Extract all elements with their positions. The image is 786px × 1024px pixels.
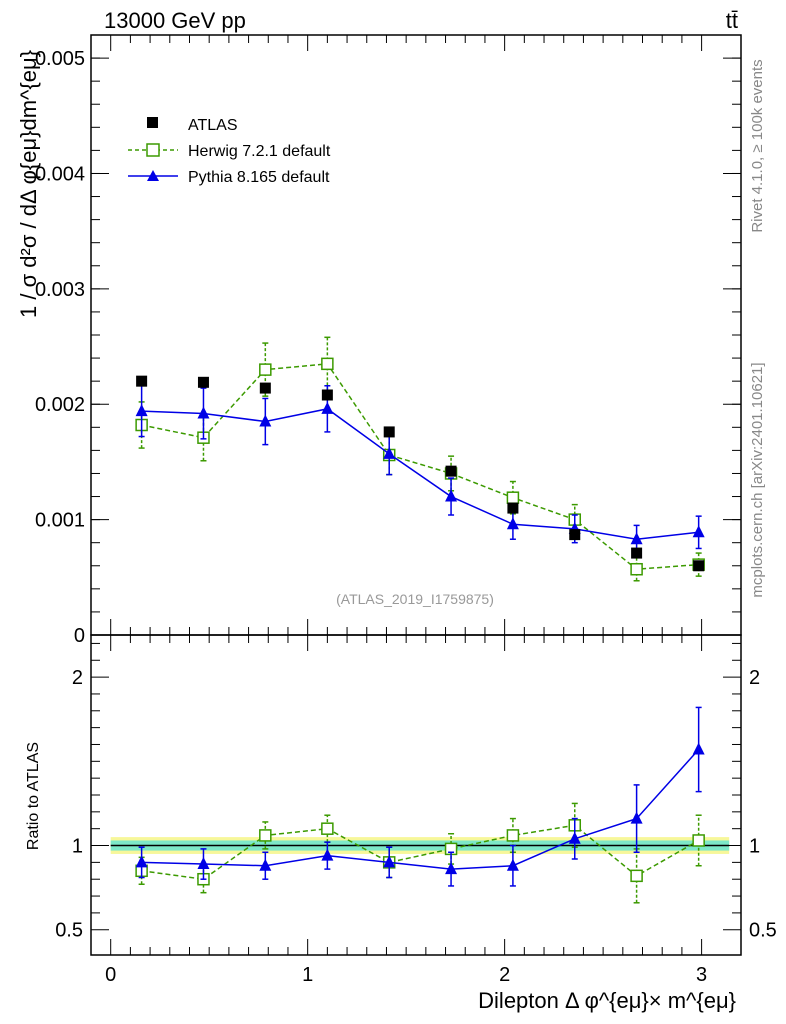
ratio-pythia-point [135, 855, 148, 868]
pythia-point [630, 532, 643, 545]
pythia-line [141, 408, 699, 540]
ratio-ytick-label: 0.5 [55, 920, 83, 942]
ratio-herwig-point [630, 869, 643, 883]
pythia-point [445, 489, 458, 502]
legend-pythia-marker [147, 170, 159, 181]
herwig-line [141, 363, 699, 571]
ratio-pythia-point [321, 848, 334, 861]
atlas-point [197, 376, 209, 388]
ratio-herwig-line [141, 824, 700, 880]
ratio-ytick-label-right: 2 [749, 667, 760, 689]
main-ytick-label: 0.004 [35, 163, 85, 185]
ratio-panel: 0.5 0.5 1 1 2 2 0 1 2 3 [55, 634, 777, 986]
atlas-point [631, 547, 643, 559]
ratio-xlabel: Dilepton Δ φ^{eμ}× m^{eμ} [478, 988, 736, 1013]
energy-label: 13000 GeV pp [104, 8, 246, 33]
ratio-frame [90, 634, 742, 956]
rivet-label: Rivet 4.1.0, ≥ 100k events [749, 59, 766, 232]
ratio-herwig-point [321, 822, 334, 835]
ratio-xtick-label: 2 [499, 964, 510, 986]
main-panel: 0 0.001 0.002 0.003 0.004 0.005 [35, 34, 742, 647]
ratio-ytick-label: 1 [72, 836, 83, 858]
ratio-ytick-label-right: 0.5 [749, 920, 777, 942]
ratio-pythia-point [506, 858, 519, 871]
ratio-herwig-point [506, 829, 520, 842]
herwig-point [506, 491, 520, 504]
analysis-label: (ATLAS_2019_I1759875) [336, 591, 494, 607]
atlas-point [445, 465, 457, 477]
legend-pythia-label: Pythia 8.165 default [188, 169, 330, 186]
ratio-xtick-label: 0 [105, 964, 116, 986]
ratio-pythia-point [197, 857, 210, 870]
legend-herwig-label: Herwig 7.2.1 default [188, 143, 331, 160]
pythia-point [506, 517, 519, 530]
pythia-point [383, 446, 396, 459]
pythia-point [197, 406, 210, 419]
ratio-pythia-line [141, 749, 700, 870]
legend-herwig-marker [146, 143, 160, 157]
legend-atlas-marker [147, 117, 158, 128]
ratio-pythia-point [568, 831, 581, 844]
ratio-herwig-point [692, 834, 705, 847]
atlas-point [383, 426, 395, 438]
ratio-pythia-point [383, 855, 396, 868]
atlas-point [693, 560, 705, 572]
pythia-point [692, 525, 705, 538]
atlas-point [507, 502, 519, 514]
legend-atlas-label: ATLAS [188, 117, 238, 134]
herwig-point [259, 363, 272, 376]
main-ytick-label: 0.002 [35, 394, 85, 416]
site-label: mcplots.cern.ch [arXiv:2401.10621] [749, 362, 766, 597]
process-label: tt̄ [726, 8, 738, 33]
main-ylabel: 1 / σ d²σ / dΔ φ{eμ}dm^{eμ} [16, 50, 41, 318]
main-ytick-label: 0.003 [35, 279, 85, 301]
atlas-point [136, 375, 148, 387]
ratio-xtick-label: 3 [696, 964, 707, 986]
atlas-point [259, 382, 271, 394]
main-ytick-label: 0.001 [35, 510, 85, 532]
ratio-ylabel: Ratio to ATLAS [25, 742, 42, 850]
pythia-point [135, 404, 148, 417]
pythia-point [321, 401, 334, 414]
ratio-ytick-label-right: 1 [749, 836, 760, 858]
pythia-point [259, 414, 272, 427]
ratio-xtick-label: 1 [302, 964, 313, 986]
ratio-pythia-point [630, 811, 643, 824]
ratio-pythia-point [445, 862, 458, 875]
herwig-point [630, 562, 643, 576]
ratio-herwig-point [259, 829, 272, 842]
ratio-pythia-point [692, 742, 705, 755]
atlas-point [569, 529, 581, 541]
atlas-point [321, 389, 333, 401]
herwig-point [321, 357, 334, 371]
ratio-pythia-point [259, 858, 272, 871]
legend: ATLAS Herwig 7.2.1 default Pythia 8.165 … [128, 117, 331, 186]
ratio-ytick-label: 2 [72, 667, 83, 689]
main-ytick-label: 0.005 [35, 48, 85, 70]
main-ytick-label: 0 [74, 625, 85, 647]
